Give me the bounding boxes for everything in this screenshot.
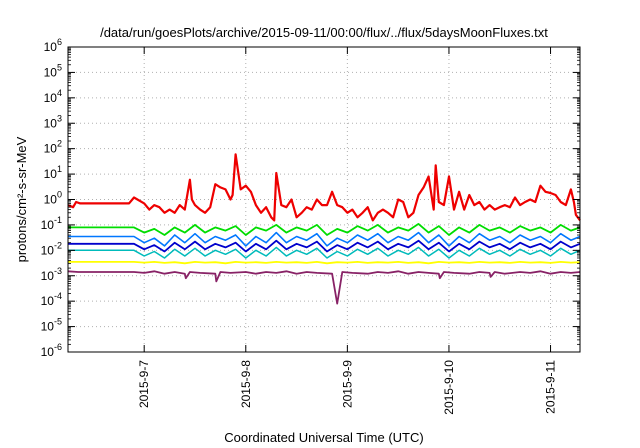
x-tick-label: 2015-9-9	[340, 360, 354, 408]
y-tick-label: 10-5	[41, 317, 62, 334]
x-tick-label: 2015-9-11	[544, 360, 558, 414]
grid	[68, 47, 580, 352]
x-tick-label: 2015-9-7	[137, 360, 151, 408]
x-axis-title: Coordinated Universal Time (UTC)	[224, 430, 423, 445]
series-line-7	[67, 270, 581, 305]
y-tick-label: 101	[44, 164, 62, 181]
chart-title: /data/run/goesPlots/archive/2015-09-11/0…	[100, 25, 548, 40]
y-tick-label: 102	[44, 139, 62, 156]
x-tick-label: 2015-9-8	[239, 360, 253, 408]
series-line-1	[67, 153, 581, 222]
y-tick-label: 104	[44, 88, 62, 105]
y-tick-label: 105	[44, 62, 62, 79]
y-tick-label: 10-2	[41, 240, 62, 257]
series-line-6	[68, 260, 581, 265]
y-axis-title: protons/cm²-s-sr-MeV	[14, 136, 29, 262]
ticks	[68, 46, 580, 353]
series-group	[67, 153, 581, 305]
series-line-3	[68, 231, 581, 247]
y-tick-label: 10-3	[41, 266, 62, 283]
y-tick-label: 106	[44, 37, 62, 54]
y-tick-label: 10-6	[41, 342, 62, 359]
y-tick-labels: 10-6 10-5 10-4 10-3 10-2 10-1 100 101 102 103 104 1…	[41, 37, 62, 359]
series-line-4	[68, 239, 581, 253]
x-tick-label: 2015-9-10	[442, 360, 456, 415]
y-tick-label: 103	[44, 113, 62, 130]
series-line-2	[68, 222, 581, 236]
y-tick-label: 100	[44, 190, 62, 207]
x-tick-labels: 2015-9-7 2015-9-8 2015-9-9 2015-9-10 2015-9-…	[137, 360, 557, 415]
y-tick-label: 10-4	[41, 291, 62, 308]
series-line-5	[68, 246, 581, 259]
y-tick-label: 10-1	[41, 215, 62, 232]
